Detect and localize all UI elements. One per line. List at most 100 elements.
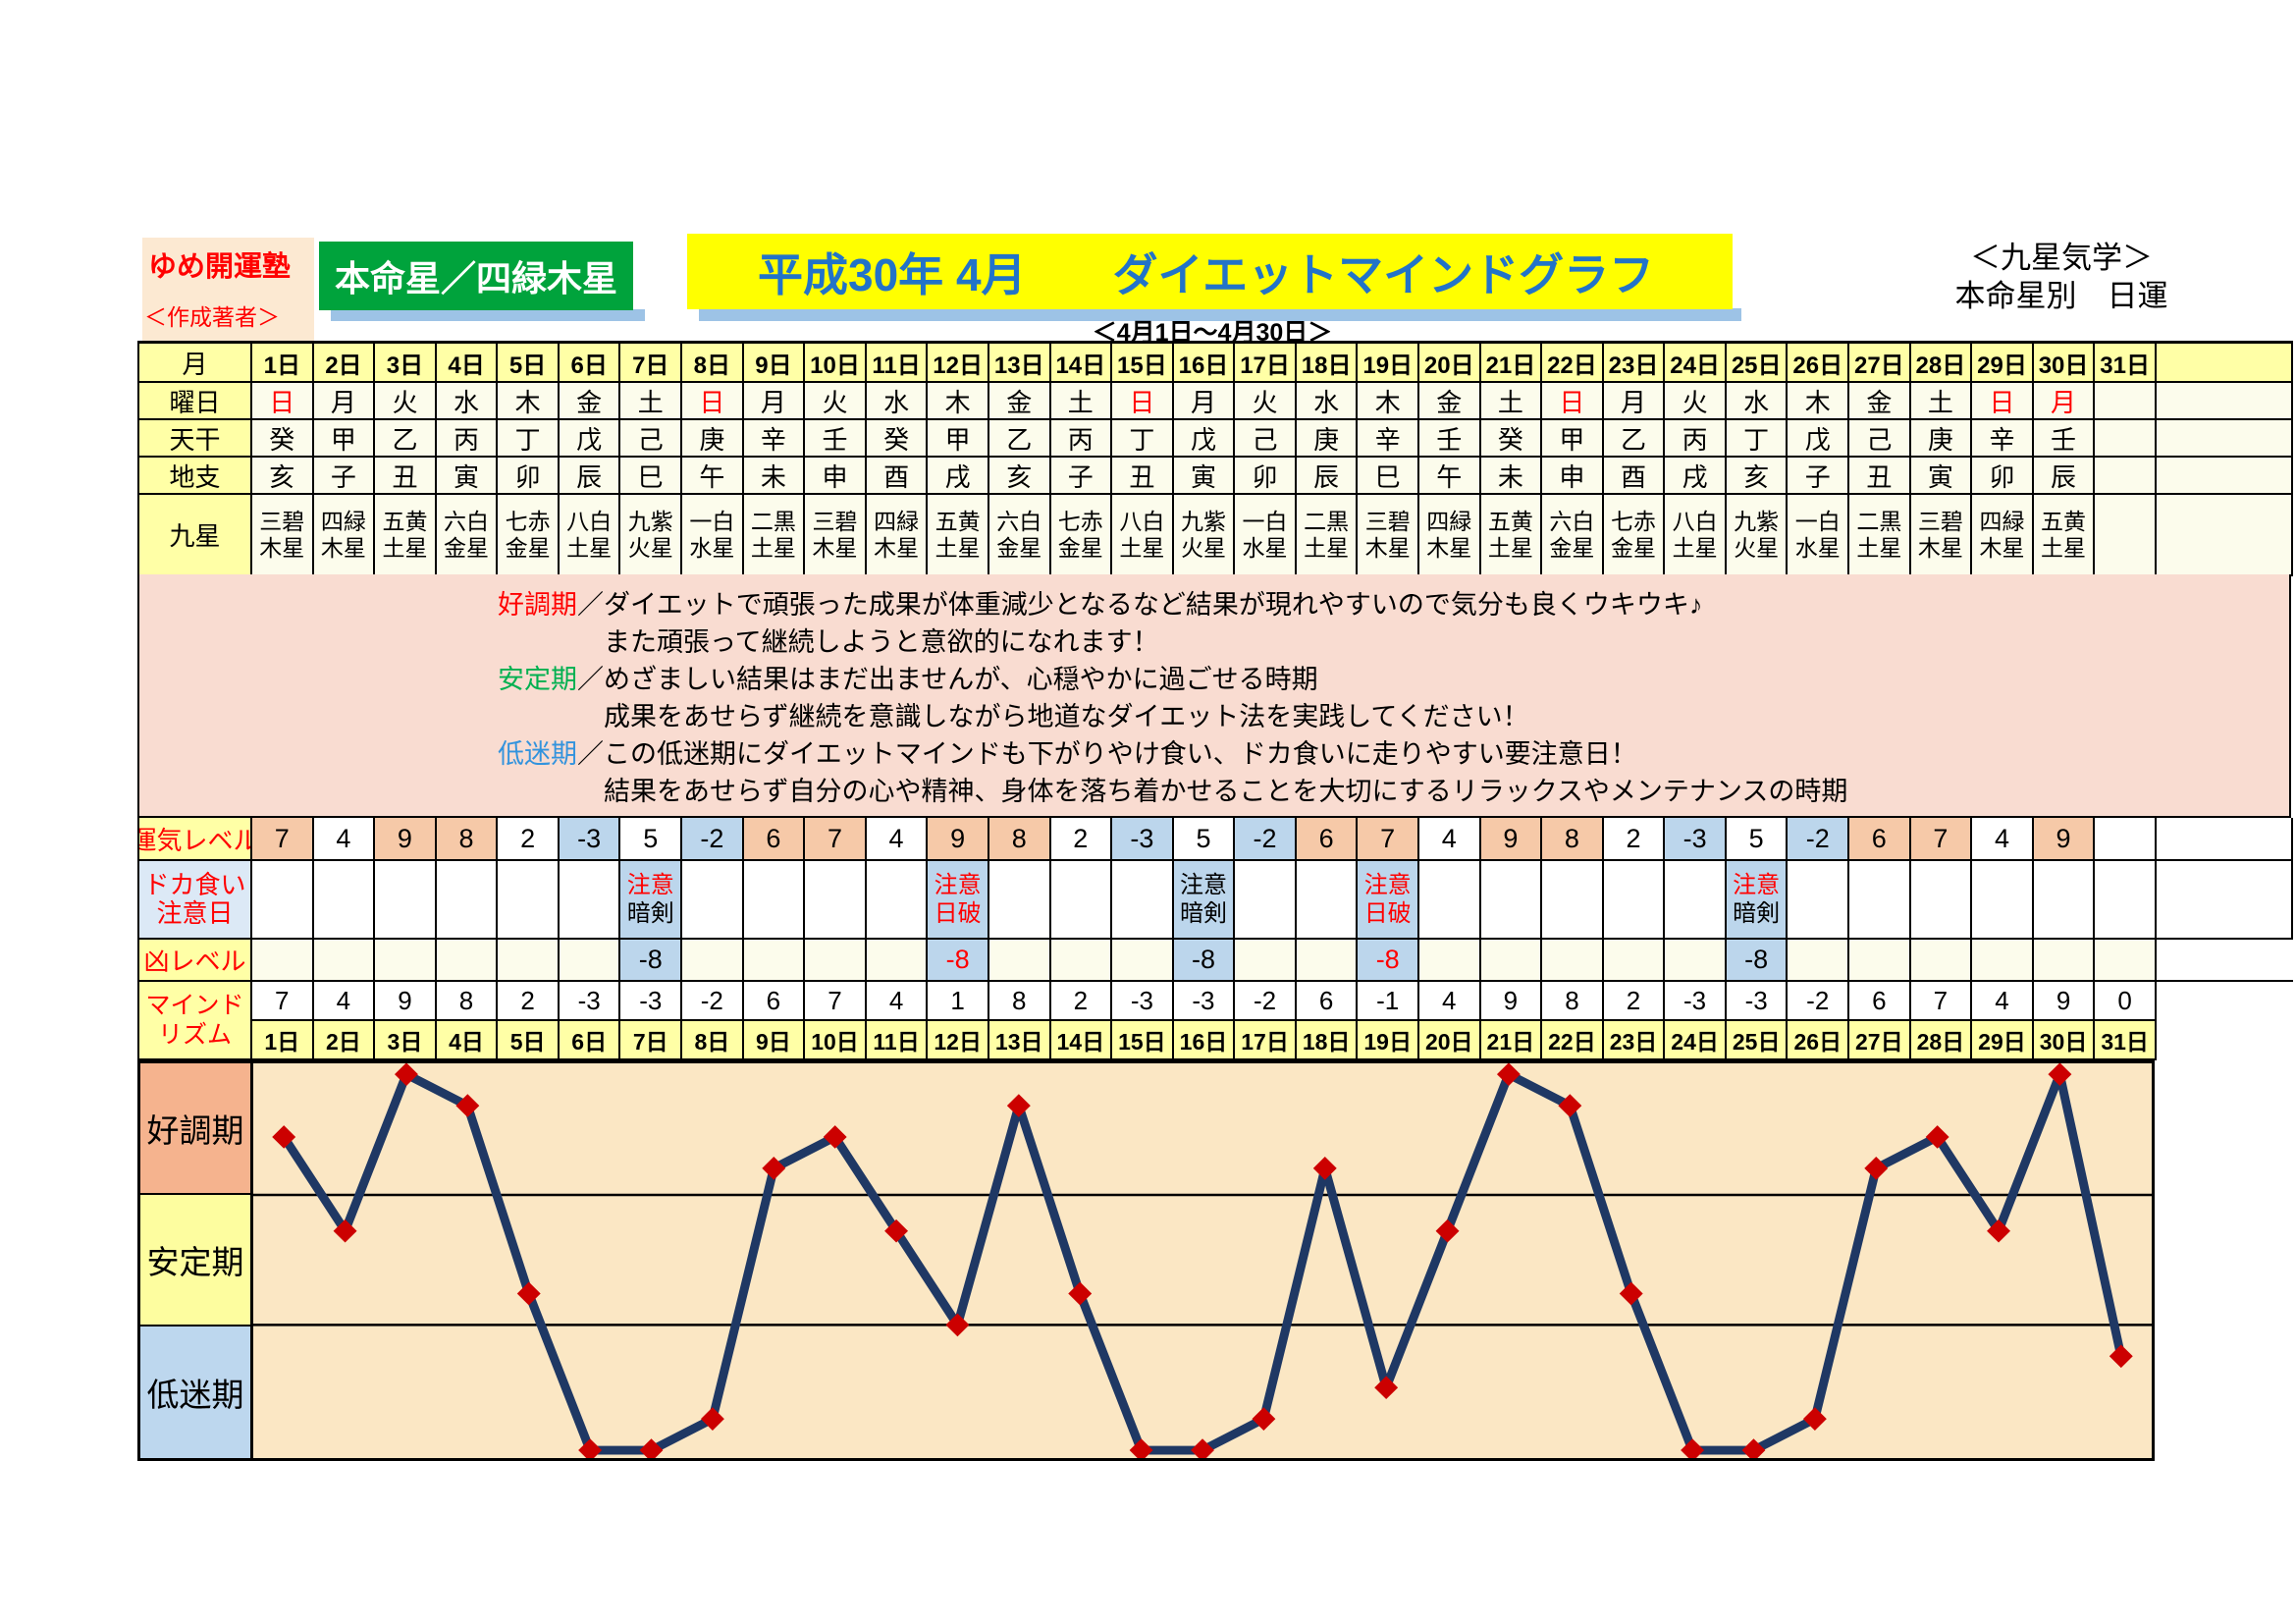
mind-value-cell: -2 bbox=[1235, 982, 1297, 1019]
mind-value-cell: 7 bbox=[805, 982, 867, 1019]
mind-day-cell: 7日 bbox=[620, 1021, 683, 1058]
star-cell: 六白 金星 bbox=[988, 495, 1051, 574]
weekday-cell: 金 bbox=[1418, 383, 1481, 418]
legend-period-label: 好調期 bbox=[498, 590, 577, 620]
binge-warning-line2: 暗剣 bbox=[626, 900, 674, 927]
luck-level-cell: 9 bbox=[928, 818, 989, 859]
binge-warning-line2: 日破 bbox=[934, 900, 982, 927]
binge-empty-cell bbox=[1972, 861, 2034, 938]
mind-value-cell: -3 bbox=[620, 982, 683, 1019]
star-line2: 金星 bbox=[444, 534, 490, 561]
mind-rhythm-grid: 7 4 9 8 2 -3 -3 -2 6 7 4 1 8 2 -3 -3 -2 6 -1 4 9 8 2 -3 -3 -2 6 7 4 9… bbox=[252, 982, 2157, 1060]
mind-day-cell: 22日 bbox=[1542, 1021, 1604, 1058]
star-cell: 一白 水星 bbox=[682, 495, 744, 574]
mind-day-cell: 11日 bbox=[866, 1021, 929, 1058]
binge-warning-line1: 注意 bbox=[1733, 872, 1781, 898]
star-cell: 一白 水星 bbox=[1788, 495, 1850, 574]
weekday-cell: 水 bbox=[1726, 383, 1789, 418]
stem-cell: 丁 bbox=[498, 420, 560, 456]
binge-warning-line1: 注意 bbox=[626, 872, 674, 898]
star-cell: 八白 土星 bbox=[1665, 495, 1727, 574]
trailing-empty-cell bbox=[2156, 383, 2293, 418]
weekday-cell: 月 bbox=[313, 383, 376, 418]
mind-day-cell: 30日 bbox=[2033, 1021, 2096, 1058]
branch-cell: 亥 bbox=[988, 458, 1051, 493]
binge-empty-cell bbox=[682, 861, 744, 938]
chart-point bbox=[1191, 1438, 1214, 1458]
day-header-cell: 14日 bbox=[1050, 344, 1113, 381]
star-line1: 九紫 bbox=[1734, 508, 1780, 534]
binge-warning-cell: 注意 暗剣 bbox=[1726, 861, 1789, 938]
mind-day-cell: 5日 bbox=[498, 1021, 560, 1058]
calendar-branch-row-label: 地支 bbox=[139, 458, 252, 493]
luck-level-cell: 7 bbox=[252, 818, 314, 859]
mind-day-cell: 10日 bbox=[805, 1021, 867, 1058]
mind-day-cell: 16日 bbox=[1173, 1021, 1236, 1058]
branch-cell: 申 bbox=[805, 458, 867, 493]
trailing-empty-cell bbox=[2156, 420, 2293, 456]
chart-point bbox=[1129, 1438, 1153, 1458]
title-main: ダイエットマインドグラフ bbox=[1112, 248, 1655, 300]
chart-point bbox=[578, 1438, 603, 1458]
mind-day-cell: 19日 bbox=[1358, 1021, 1419, 1058]
stem-cell: 甲 bbox=[928, 420, 989, 456]
luck-level-cell: 2 bbox=[1603, 818, 1666, 859]
trailing-empty-cell bbox=[2156, 861, 2293, 938]
calendar-star-row-label: 九星 bbox=[139, 495, 252, 574]
kyo-empty-cell bbox=[866, 940, 929, 980]
star-line2: 火星 bbox=[1180, 534, 1226, 561]
star-line2: 水星 bbox=[1242, 534, 1288, 561]
kyo-level-row: 凶レベル -8 -8 -8 -8 -8 bbox=[139, 940, 2293, 982]
mind-day-cell: 1日 bbox=[252, 1021, 314, 1058]
star-line2: 水星 bbox=[1794, 534, 1841, 561]
binge-empty-cell bbox=[313, 861, 376, 938]
trailing-empty-cell bbox=[2156, 495, 2293, 574]
chart-point bbox=[455, 1094, 480, 1117]
luck-level-cell: 7 bbox=[805, 818, 867, 859]
chart-point bbox=[1435, 1218, 1460, 1243]
star-line2: 木星 bbox=[874, 534, 920, 561]
binge-empty-cell bbox=[743, 861, 806, 938]
branch-cell: 子 bbox=[1050, 458, 1113, 493]
legend-line-3: 安定期／めざましい結果はまだ出ませんが、心穏やかに過ごせる時期 bbox=[139, 661, 2289, 698]
author-label: ＜作成著者＞ bbox=[144, 304, 280, 330]
mind-value-cell: 4 bbox=[1418, 982, 1481, 1019]
mind-day-cell: 15日 bbox=[1112, 1021, 1174, 1058]
calendar-stem-row: 天干癸甲乙丙丁戊己庚辛壬癸甲乙丙丁戊己庚辛壬癸甲乙丙丁戊己庚辛壬 bbox=[139, 420, 2293, 458]
mind-value-cell: 9 bbox=[2033, 982, 2096, 1019]
binge-warning-cell: 注意 日破 bbox=[928, 861, 989, 938]
mind-rhythm-chart-svg bbox=[253, 1063, 2152, 1458]
legend-period-label: 安定期 bbox=[498, 665, 577, 694]
weekday-cell: 月 bbox=[1173, 383, 1236, 418]
star-line2: 金星 bbox=[1057, 534, 1103, 561]
band-low-label: 低迷期 bbox=[140, 1326, 250, 1458]
chart-band-labels: 好調期 安定期 低迷期 bbox=[137, 1060, 250, 1461]
trailing-empty-cell bbox=[2156, 818, 2293, 859]
star-cell: 九紫 火星 bbox=[1173, 495, 1236, 574]
stem-cell: 壬 bbox=[1418, 420, 1481, 456]
mind-day-cell: 3日 bbox=[375, 1021, 437, 1058]
star-line2: 土星 bbox=[566, 534, 613, 561]
kyo-empty-cell bbox=[682, 940, 744, 980]
binge-empty-cell bbox=[1542, 861, 1604, 938]
star-cell: 四緑 木星 bbox=[866, 495, 929, 574]
star-cell: 三碧 木星 bbox=[805, 495, 867, 574]
legend-line-6: 結果をあせらず自分の心や精神、身体を落ち着かせることを大切にするリラックスやメン… bbox=[139, 773, 2289, 810]
binge-empty-cell bbox=[1603, 861, 1666, 938]
day-header-cell: 17日 bbox=[1235, 344, 1297, 381]
luck-level-cell: 4 bbox=[1972, 818, 2034, 859]
luck-level-cell: 7 bbox=[1910, 818, 1973, 859]
mind-value-cell: 4 bbox=[313, 982, 376, 1019]
mind-day-cell: 25日 bbox=[1726, 1021, 1789, 1058]
binge-empty-cell bbox=[988, 861, 1051, 938]
trailing-empty-cell bbox=[2156, 458, 2293, 493]
luck-level-cell: 6 bbox=[743, 818, 806, 859]
branch-cell: 辰 bbox=[2033, 458, 2096, 493]
mind-day-cell: 27日 bbox=[1849, 1021, 1911, 1058]
legend-text: 成果をあせらず継続を意識しながら地道なダイエット法を実践してください！ bbox=[604, 702, 1529, 731]
mind-day-cell: 12日 bbox=[928, 1021, 989, 1058]
day-header-cell: 13日 bbox=[988, 344, 1051, 381]
weekday-cell: 火 bbox=[375, 383, 437, 418]
weekday-cell: 木 bbox=[1788, 383, 1850, 418]
branch-cell: 丑 bbox=[375, 458, 437, 493]
